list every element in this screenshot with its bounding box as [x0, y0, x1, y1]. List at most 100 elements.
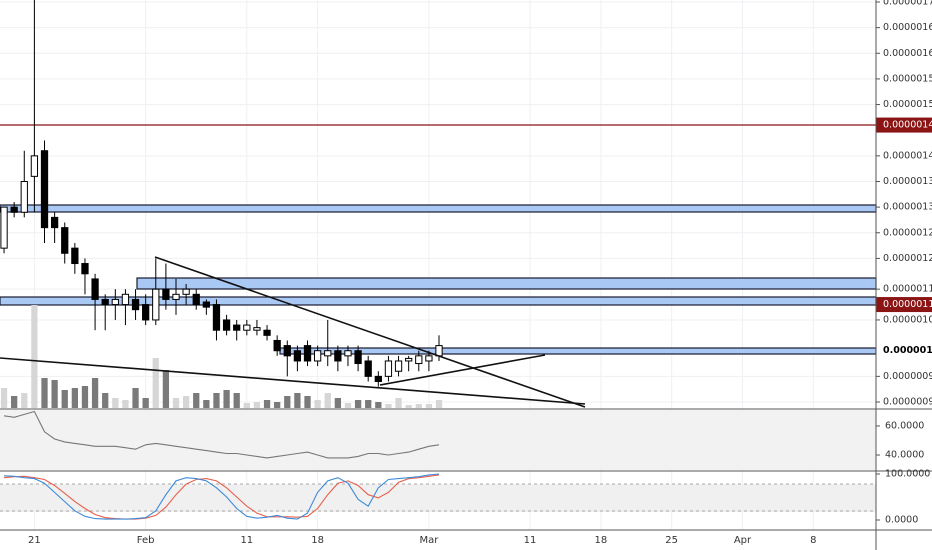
- volume-bar: [203, 400, 210, 408]
- volume-bar: [0, 388, 8, 408]
- candle-body: [50, 216, 59, 229]
- y-tick-label: 0.00000114: [883, 284, 932, 295]
- candle-body: [405, 357, 413, 362]
- candle-body: [101, 298, 109, 306]
- candle-body: [243, 324, 251, 331]
- volume-bar: [395, 398, 402, 408]
- volume-bar: [112, 398, 119, 408]
- volume-bar: [314, 400, 321, 408]
- volume-bar: [233, 393, 240, 408]
- candle-body: [334, 350, 342, 362]
- volume-bar: [61, 390, 68, 408]
- y-tick-label: 0.00000097: [883, 371, 932, 382]
- x-tick-label: 11: [240, 535, 253, 546]
- y-tick-label: 0.00000125: [883, 227, 932, 238]
- candle-body: [172, 293, 180, 300]
- volume-bar: [435, 400, 443, 408]
- volume-bar: [375, 402, 382, 408]
- candle-body: [152, 288, 160, 321]
- candle-body: [212, 304, 221, 331]
- volume-bar: [365, 400, 372, 408]
- volume-bar: [51, 380, 58, 408]
- stoch-tick-label: 100.0000: [885, 468, 930, 479]
- rsi-pane: [0, 410, 876, 470]
- volume-bar: [243, 403, 250, 408]
- candle-body: [222, 319, 231, 331]
- candle-body: [81, 263, 89, 275]
- candle-body: [20, 180, 28, 213]
- price-label-box: [876, 343, 932, 359]
- trend-line: [0, 357, 586, 405]
- candle-body: [71, 247, 79, 265]
- volume-bar: [122, 400, 129, 408]
- candle-body: [384, 360, 393, 377]
- volume-bar: [223, 390, 230, 408]
- candle-body: [131, 298, 140, 311]
- volume-bar: [253, 402, 261, 408]
- volume-bar: [425, 404, 433, 408]
- candle-body: [263, 329, 271, 336]
- zone: [0, 204, 877, 213]
- candle-body: [303, 345, 312, 362]
- candle-body: [283, 345, 291, 357]
- volume-bar: [71, 388, 78, 408]
- candle-body: [30, 155, 39, 177]
- volume-bar: [31, 305, 38, 408]
- candle-body: [142, 304, 150, 321]
- candles: [0, 0, 443, 387]
- rsi-line: [3, 410, 440, 459]
- zone: [136, 277, 877, 290]
- price-label-box: [876, 297, 932, 313]
- candle-body: [10, 206, 18, 213]
- volume-bar: [294, 393, 301, 408]
- volume-bar: [142, 398, 149, 408]
- price-label-box: [876, 117, 932, 133]
- candle-body: [162, 288, 170, 300]
- volume-bar: [172, 398, 180, 408]
- volume-bar: [102, 393, 109, 408]
- volume-bar: [152, 358, 159, 408]
- y-tick-label: 0.00000135: [883, 176, 932, 187]
- volume-bar: [284, 396, 291, 408]
- y-tick-label: 0.00000155: [883, 73, 932, 84]
- volume-bar: [415, 404, 422, 408]
- x-tick-label: 18: [594, 535, 607, 546]
- volume-bar: [385, 404, 392, 408]
- rsi-tick-label: 60.0000: [885, 420, 924, 431]
- candle-body: [324, 350, 332, 357]
- y-tick-label: 0.00000092: [883, 397, 932, 408]
- volume-bar: [81, 386, 89, 408]
- candle-body: [415, 355, 423, 365]
- candle-body: [344, 350, 352, 357]
- stoch-k-line: [3, 473, 440, 520]
- zone: [279, 347, 877, 355]
- volume-bar: [334, 398, 341, 408]
- price-label: 0.00000102: [883, 345, 932, 356]
- candle-body: [202, 301, 210, 308]
- candle-body: [394, 360, 403, 372]
- candle-body: [233, 324, 241, 331]
- candle-body: [61, 227, 69, 254]
- candle-body: [111, 298, 119, 306]
- price-label: 0.00000146: [883, 120, 932, 131]
- candle-body: [435, 345, 443, 357]
- x-tick-label: 21: [28, 535, 41, 546]
- grid: [0, 0, 876, 530]
- volume-bar: [304, 396, 311, 408]
- stoch-band: [0, 484, 876, 512]
- candle-body: [425, 355, 433, 362]
- rsi-tick-label: 40.0000: [885, 449, 924, 460]
- x-tick-label: Feb: [137, 535, 155, 546]
- volume-bar: [405, 405, 412, 408]
- candle-body: [293, 350, 302, 362]
- stoch-d-line: [3, 474, 440, 520]
- zone: [0, 296, 877, 306]
- volume-bar: [162, 370, 170, 408]
- x-tick-label: 8: [810, 535, 816, 546]
- trend-line: [154, 256, 586, 408]
- volume-bar: [213, 393, 220, 408]
